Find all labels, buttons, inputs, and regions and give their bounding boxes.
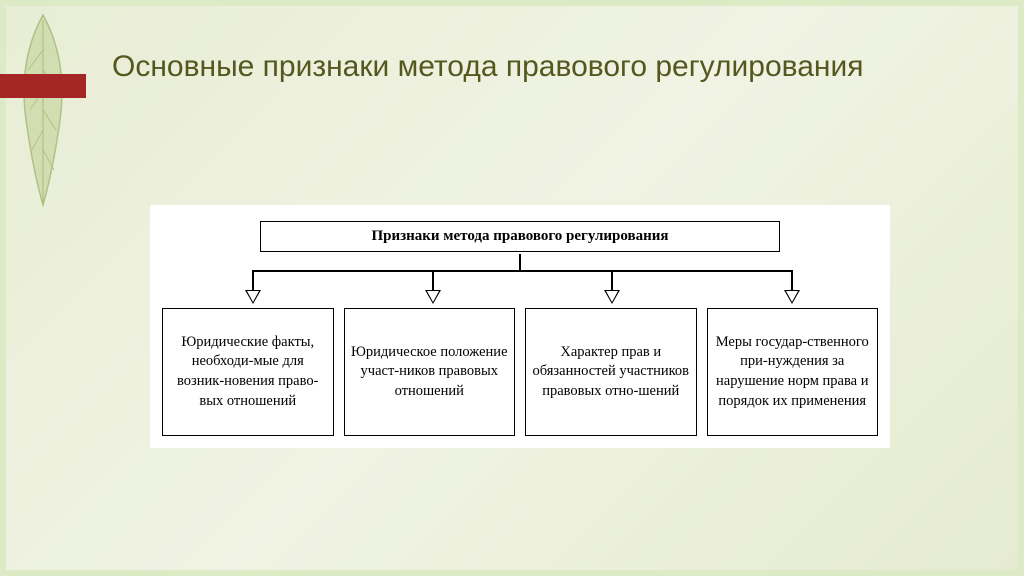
arrow-down-inner xyxy=(606,291,618,302)
connector-drop xyxy=(252,270,254,292)
diagram-boxes-row: Юридические факты, необходи-мые для возн… xyxy=(162,308,878,436)
connector-hline xyxy=(253,270,792,272)
arrow-down-inner xyxy=(427,291,439,302)
diagram-box: Характер прав и обязанностей участников … xyxy=(525,308,697,436)
slide-frame-bottom xyxy=(0,570,1024,576)
accent-bar xyxy=(0,74,86,98)
diagram-connectors xyxy=(162,254,878,308)
connector-stem xyxy=(519,254,521,270)
arrow-down-inner xyxy=(786,291,798,302)
connector-drop xyxy=(432,270,434,292)
slide-frame-right xyxy=(1018,0,1024,576)
leaf-decoration-icon xyxy=(8,10,78,210)
connector-drop xyxy=(791,270,793,292)
diagram-box: Юридическое положение участ-ников правов… xyxy=(344,308,516,436)
diagram-box: Меры государ-ственного при-нуждения за н… xyxy=(707,308,879,436)
slide-frame-top xyxy=(0,0,1024,6)
arrow-down-inner xyxy=(247,291,259,302)
diagram-header: Признаки метода правового регулирования xyxy=(260,221,780,252)
connector-drop xyxy=(611,270,613,292)
diagram-box: Юридические факты, необходи-мые для возн… xyxy=(162,308,334,436)
diagram-container: Признаки метода правового регулирования … xyxy=(150,205,890,448)
page-title: Основные признаки метода правового регул… xyxy=(112,48,984,86)
